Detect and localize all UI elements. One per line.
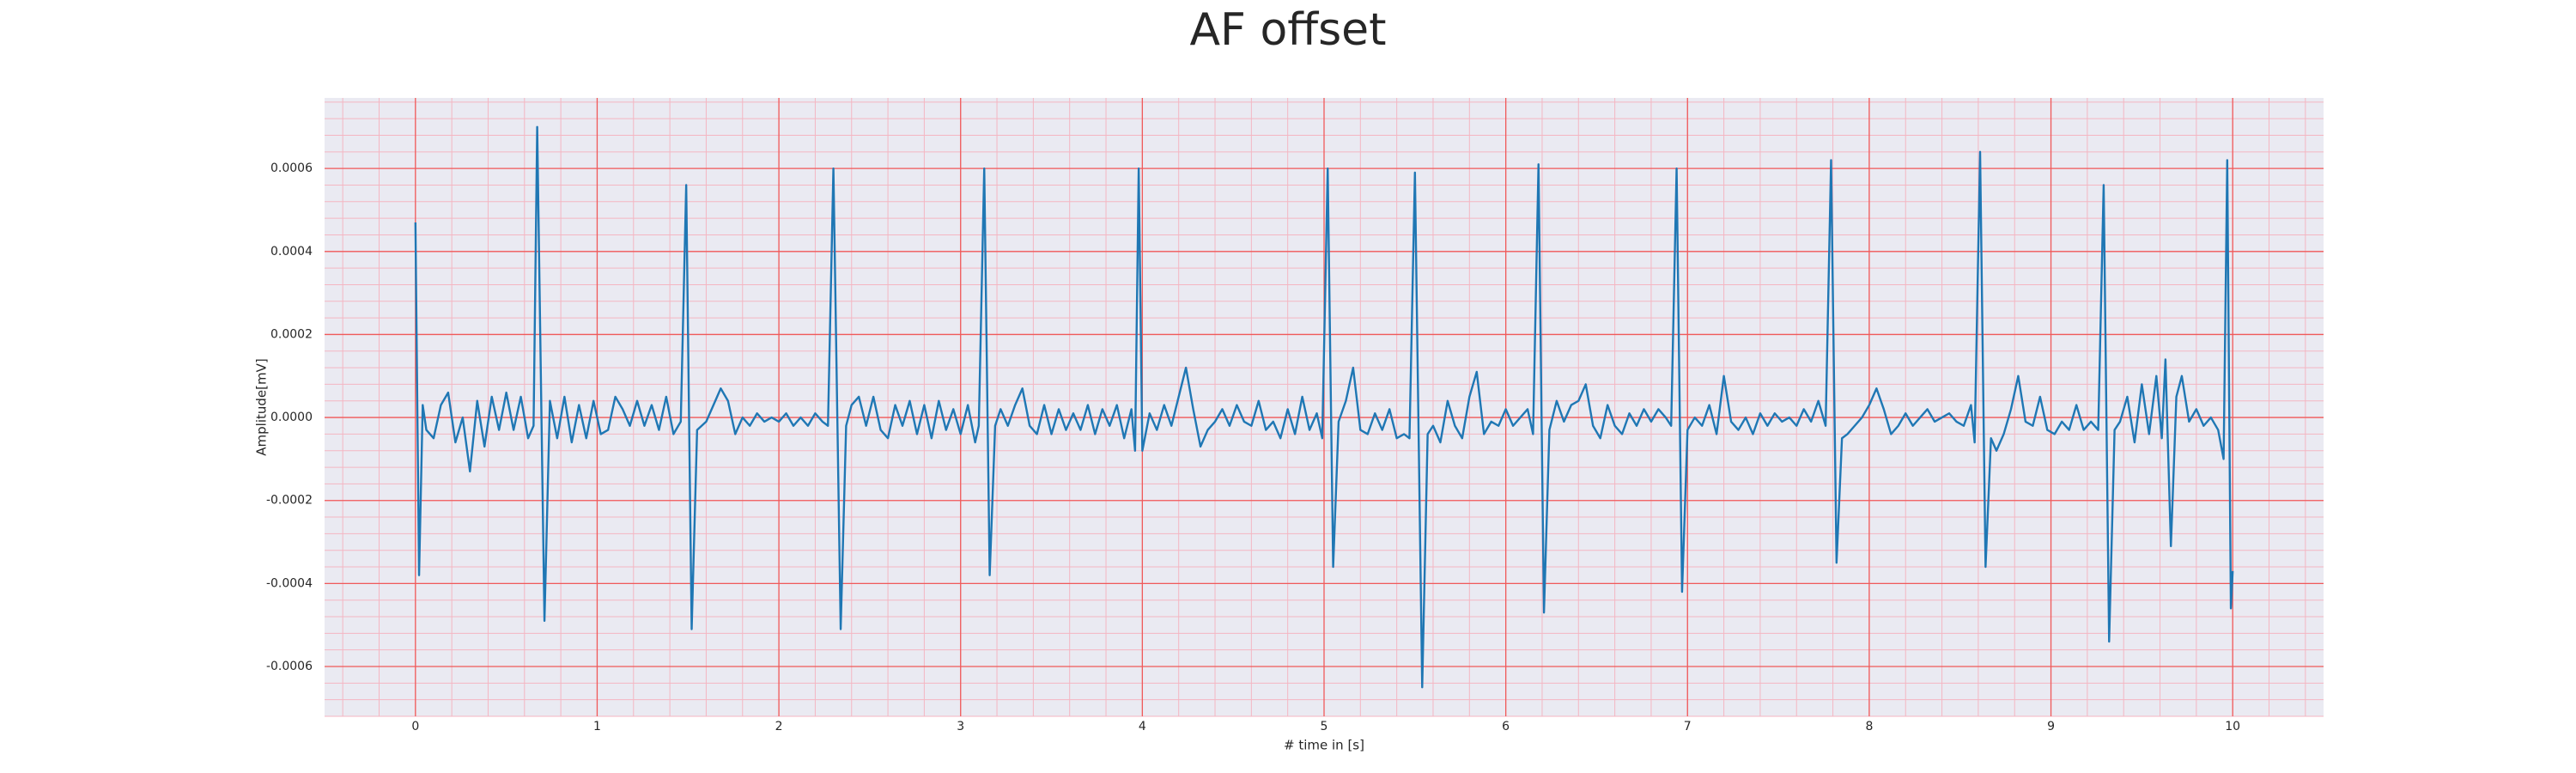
y-tick-label: 0.0002 (270, 327, 313, 341)
x-axis-label: # time in [s] (1284, 738, 1364, 753)
x-tick-label: 3 (957, 720, 964, 733)
y-tick-label: 0.0000 (270, 411, 313, 424)
x-tick-label: 2 (775, 720, 783, 733)
y-tick-label: -0.0006 (266, 660, 313, 673)
y-tick-label: 0.0006 (270, 161, 313, 175)
x-tick-label: 4 (1139, 720, 1146, 733)
x-tick-label: 9 (2047, 720, 2055, 733)
y-tick-label: -0.0002 (266, 494, 313, 508)
x-tick-label: 0 (411, 720, 419, 733)
x-tick-label: 6 (1502, 720, 1510, 733)
line-series (414, 125, 2234, 689)
x-tick-label: 5 (1321, 720, 1328, 733)
x-tick-label: 8 (1865, 720, 1873, 733)
y-tick-label: 0.0004 (270, 245, 313, 259)
x-tick-label: 10 (2225, 720, 2240, 733)
y-axis-label: Amplitude[mV] (254, 358, 270, 455)
chart-title: AF offset (1189, 4, 1386, 56)
x-tick-label: 1 (593, 720, 601, 733)
x-tick-label: 7 (1684, 720, 1692, 733)
y-tick-label: -0.0004 (266, 576, 313, 590)
